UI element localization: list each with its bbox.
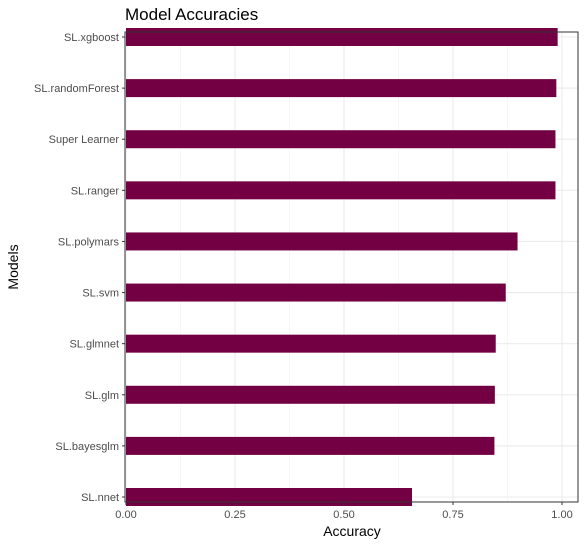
chart-title: Model Accuracies	[125, 5, 258, 24]
x-tick-label: 0.00	[115, 509, 136, 521]
bar-sl-bayesglm	[126, 437, 494, 455]
x-axis-title: Accuracy	[323, 523, 381, 539]
bar-sl-ranger	[126, 181, 555, 199]
bar-sl-nnet	[126, 488, 412, 506]
y-tick-label: SL.nnet	[81, 492, 119, 504]
y-tick-label: SL.glmnet	[69, 339, 119, 351]
y-tick-label: Super Learner	[49, 134, 120, 146]
x-tick-label: 0.75	[442, 509, 463, 521]
y-tick-label: SL.svm	[82, 288, 119, 300]
bar-sl-xgboost	[126, 28, 558, 46]
y-tick-label: SL.glm	[85, 390, 119, 402]
plot-background	[125, 32, 578, 502]
y-tick-label: SL.bayesglm	[55, 441, 119, 453]
y-tick-label: SL.xgboost	[64, 32, 119, 44]
bar-sl-svm	[126, 284, 506, 302]
bar-sl-glm	[126, 386, 495, 404]
grid	[125, 32, 578, 502]
y-tick-label: SL.randomForest	[34, 83, 119, 95]
y-axis-title: Models	[5, 244, 21, 289]
bar-sl-randomforest	[126, 79, 556, 97]
bar-sl-glmnet	[126, 335, 496, 353]
x-tick-label: 0.25	[224, 509, 245, 521]
x-tick-label: 1.00	[551, 509, 572, 521]
x-tick-label: 0.50	[333, 509, 354, 521]
bar-super-learner	[126, 130, 555, 148]
y-tick-label: SL.polymars	[58, 236, 120, 248]
bar-sl-polymars	[126, 232, 518, 250]
y-tick-label: SL.ranger	[71, 185, 120, 197]
y-axis: SL.nnet SL.bayesglm SL.glm SL.glmnet SL.svm S…	[34, 32, 125, 504]
